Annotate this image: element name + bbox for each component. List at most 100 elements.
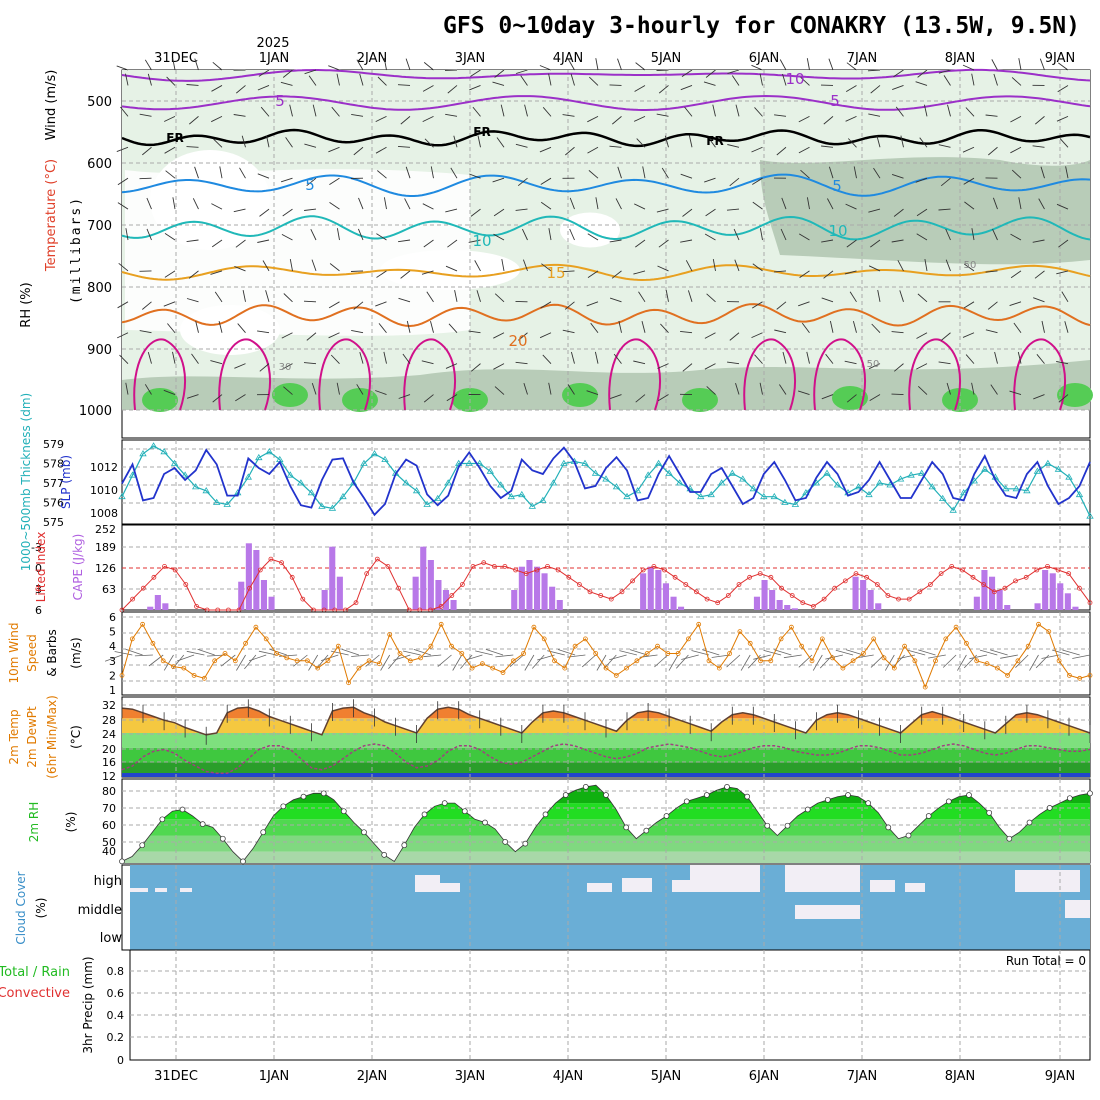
date-label-bottom: 5JAN xyxy=(651,1069,682,1084)
wind-barb xyxy=(587,146,599,154)
thickness-point xyxy=(959,489,968,496)
wind-barb xyxy=(990,384,998,395)
wind-barb xyxy=(660,323,669,334)
wind-barb xyxy=(617,58,622,71)
rh2m-point xyxy=(300,793,307,800)
wind-barb xyxy=(658,85,669,94)
rh-contour-label: 50 xyxy=(964,260,977,271)
wind-barb xyxy=(844,360,857,365)
wind-barb xyxy=(470,208,481,217)
wind-barb xyxy=(801,322,810,333)
wind-barb xyxy=(985,270,998,273)
wind-barb xyxy=(618,320,622,333)
wind-barb xyxy=(219,166,223,179)
wind-barb xyxy=(257,330,270,334)
thickness-point xyxy=(475,459,484,466)
cloud-base xyxy=(130,865,1090,950)
thickness-point xyxy=(739,475,747,482)
isotherm-label: 5 xyxy=(832,177,842,195)
wind-barb xyxy=(210,270,223,275)
thickness-point xyxy=(360,459,368,466)
li-point xyxy=(725,593,731,598)
wind-barb xyxy=(893,69,904,78)
wind-barb xyxy=(687,290,693,302)
rh-dry-area xyxy=(560,212,620,248)
cape-bar xyxy=(640,573,647,610)
thickness-point xyxy=(949,506,957,513)
rh-dry-area xyxy=(125,169,470,336)
precip-total-label: Total / Rain xyxy=(0,965,70,980)
wind10m-barbs-label: & Barbs xyxy=(45,629,59,677)
wind10m-barb xyxy=(711,654,730,658)
cape-bar xyxy=(329,546,336,610)
wind10m-point xyxy=(778,636,784,642)
wind-barb xyxy=(234,265,246,272)
wind-barb xyxy=(120,106,129,117)
wind-barb xyxy=(1058,394,1069,403)
rh-contour xyxy=(743,338,796,411)
thickness-point xyxy=(423,500,431,507)
li-point xyxy=(917,589,923,595)
wind-barb xyxy=(1061,291,1069,303)
rh2m-point xyxy=(623,824,630,831)
wind10m-tick: 5 xyxy=(109,626,116,639)
wind-label: Wind (m/s) xyxy=(44,70,59,141)
wind-barb xyxy=(445,208,458,213)
wind10m-point xyxy=(479,661,485,667)
wind10m-barb xyxy=(437,654,452,667)
wind-barb xyxy=(194,58,199,71)
thickness-point xyxy=(1033,467,1042,474)
wind-barb xyxy=(211,85,223,92)
cloud-gap xyxy=(587,883,612,892)
thickness-point xyxy=(255,453,263,461)
wind-barb xyxy=(117,177,129,186)
rh-shade-high xyxy=(562,383,598,407)
cape-bar xyxy=(784,605,791,610)
wind-barb xyxy=(430,320,434,333)
wind-barb xyxy=(636,138,646,148)
wind10m-barb xyxy=(485,649,504,656)
top-date-labels: 31DEC 1JAN 2JAN 3JAN 4JAN 5JAN 6JAN 7JAN 8JAN 9JA… xyxy=(154,51,1075,66)
rh2m-point xyxy=(663,813,670,819)
wind-barb xyxy=(588,170,599,179)
wind10m-point xyxy=(964,640,969,646)
cape-bar xyxy=(549,586,556,610)
wind-barb xyxy=(825,353,834,364)
wind-barb xyxy=(383,351,387,364)
wind-barb xyxy=(685,260,693,272)
thickness-point xyxy=(749,485,758,492)
cloud-gap xyxy=(672,880,692,892)
wind-barb xyxy=(447,239,458,248)
wind-barb xyxy=(445,113,458,117)
wind-barb xyxy=(356,384,364,395)
li-point xyxy=(289,574,295,580)
li-point xyxy=(747,574,752,580)
li-point xyxy=(885,593,891,598)
wind10m-point xyxy=(861,651,866,656)
wind-barb xyxy=(164,146,176,154)
li-point xyxy=(183,582,189,587)
rh-shade-high xyxy=(832,386,868,410)
precip-ticks: 0.8 0.6 0.4 0.2 0 xyxy=(107,965,125,1067)
wind-barb xyxy=(570,73,575,86)
wind-barb xyxy=(899,290,904,302)
wind10m-point xyxy=(789,624,794,630)
wind10m-point xyxy=(449,643,454,649)
wind10m-barb xyxy=(365,654,380,667)
wind-barb xyxy=(665,289,669,302)
wind10m-point xyxy=(1087,673,1093,678)
wind-barb xyxy=(515,69,528,74)
li-point xyxy=(459,582,465,587)
wind10m-barb xyxy=(701,649,720,656)
pressure-tick: 900 xyxy=(87,343,112,358)
wind-barb xyxy=(705,69,716,78)
wind10m-frame xyxy=(121,611,1091,696)
wind-barb xyxy=(285,137,293,148)
wind10m-point xyxy=(593,651,599,656)
cape-bar xyxy=(1034,603,1041,610)
wind-barb xyxy=(312,104,317,117)
thickness-point xyxy=(412,487,421,494)
li-point xyxy=(811,604,816,609)
wind-barb xyxy=(704,332,716,339)
thickness-point xyxy=(465,459,473,466)
